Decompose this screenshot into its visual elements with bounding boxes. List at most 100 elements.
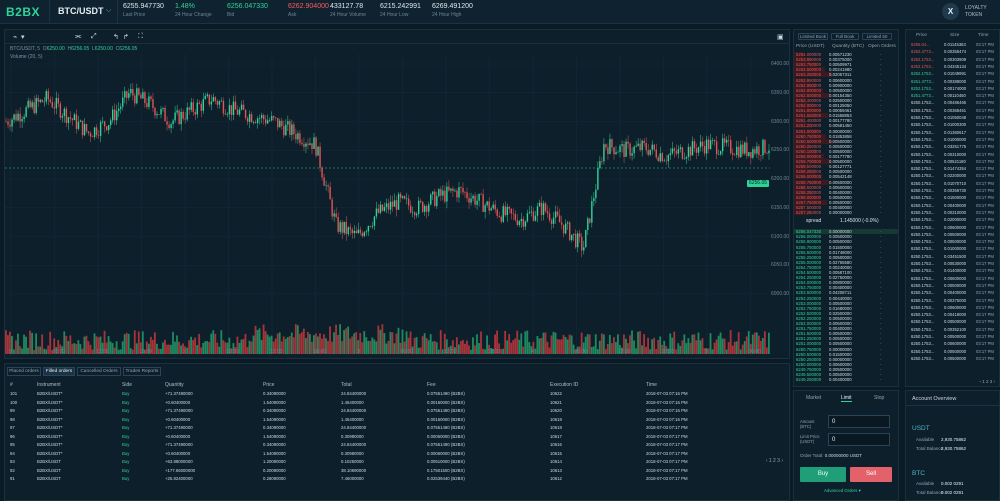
buy-order-row[interactable]: 6249.750000 0.00500000 - — [794, 367, 898, 372]
buy-order-row[interactable]: 6255.900000 0.00500000 - — [794, 239, 898, 244]
orders-pagination[interactable]: ‹ 1 2 3 › — [765, 458, 783, 464]
sell-order-row[interactable]: 6262.000000 0.00125050 - — [794, 103, 898, 108]
buy-order-row[interactable]: 6255.000000 0.02765580 - — [794, 260, 898, 265]
buy-order-row[interactable]: 6253.500000 0.04208711 - — [794, 290, 898, 295]
table-row[interactable]: 91 B2BX/USDT Buy +25.82400000 0.28090000 7.46… — [5, 475, 789, 483]
advanced-orders-link[interactable]: Advanced Orders ▾ — [824, 488, 861, 493]
tab-market[interactable]: Market — [806, 395, 822, 401]
tab-cancelled-orders[interactable]: Cancelled Orders — [77, 367, 121, 376]
table-row[interactable]: 98 B2BX/USDT* Buy +0.60400000 1.54090000 1.45… — [5, 416, 789, 424]
buy-order-row[interactable]: 6250.750000 0.00000000 - — [794, 347, 898, 352]
table-row[interactable]: 93 B2BX/USDT Buy +63.88000000 1.20090000 0.10… — [5, 458, 789, 466]
trades-pagination[interactable]: ‹ 1 2 3 › — [979, 379, 995, 384]
price-chart-panel[interactable]: ⌁ ▾ ⫘ ⤢ ↰ ↱ ⛶ ▣ BTC/USDT, 5 O6250.00 H6256.05 L… — [4, 29, 790, 359]
sell-order-row[interactable]: 6258.750000 0.00500000 - — [794, 179, 898, 185]
redo-icon[interactable]: ↱ — [123, 34, 129, 41]
buy-order-row[interactable]: 6254.750000 0.00240000 - — [794, 265, 898, 270]
sell-order-row[interactable]: 6257.500000 0.00400000 - — [794, 205, 898, 210]
sell-order-row[interactable]: 6262.500000 0.00154350 - — [794, 92, 898, 98]
amount-input[interactable]: 0 — [828, 415, 890, 428]
buy-order-row[interactable]: 6252.250000 0.00500000 - — [794, 316, 898, 321]
sell-order-row[interactable]: 6263.500000 0.00241980 - — [794, 67, 898, 73]
limit-price-input[interactable]: 0 — [828, 433, 890, 446]
sell-order-row[interactable]: 6262.990000 0.00600000 - — [794, 77, 898, 83]
buy-order-row[interactable]: 6252.000000 0.00500000 - — [794, 321, 898, 326]
buy-order-row[interactable]: 6250.500000 0.01500000 - — [794, 352, 898, 357]
sell-order-row[interactable]: 6260.100000 0.00500000 - — [794, 148, 898, 154]
buy-order-row[interactable]: 6251.500000 0.00500000 - — [794, 331, 898, 336]
sell-order-row[interactable]: 6260.250000 0.00500000 - — [794, 143, 898, 149]
buy-order-row[interactable]: 6254.500000 0.00587100 - — [794, 270, 898, 275]
sell-order-row[interactable]: 6257.750000 0.00500000 - — [794, 199, 898, 205]
buy-order-row[interactable]: 6251.250000 0.00500000 - — [794, 336, 898, 341]
loyalty-token-button[interactable]: X LOYALTY TOKEN — [942, 3, 1000, 21]
sell-order-row[interactable]: 6262.800000 0.00500000 - — [794, 87, 898, 93]
pair-selector[interactable]: BTC/USDT — [58, 6, 104, 16]
sell-order-row[interactable]: 6263.250000 0.02057311 - — [794, 72, 898, 78]
buy-order-row[interactable]: 6255.250000 0.00500000 - — [794, 255, 898, 260]
sell-order-row[interactable]: 6259.000000 0.00542148 - — [794, 174, 898, 180]
buy-order-row[interactable]: 6252.750000 0.01680000 - — [794, 306, 898, 311]
indicators-icon[interactable]: ⫘ — [75, 33, 82, 40]
buy-order-row[interactable]: 6256.000000 0.00500000 - — [794, 234, 898, 239]
buy-order-row[interactable]: 6255.750000 0.01500000 - — [794, 245, 898, 250]
sell-order-row[interactable]: 6257.250000 0.00000000 - — [794, 210, 898, 216]
buy-order-row[interactable]: 6251.000000 0.00500000 - — [794, 341, 898, 346]
fullscreen-icon[interactable]: ⛶ — [138, 33, 143, 40]
table-row[interactable]: 101 B2BX/USDT* Buy +71.37490000 0.34090000 24… — [5, 390, 789, 398]
buy-order-row[interactable]: 6255.500000 0.01748000 - — [794, 250, 898, 255]
sell-order-row[interactable]: 6260.500000 0.00500000 - — [794, 138, 898, 144]
buy-order-row[interactable]: 6250.250000 0.00000000 - — [794, 357, 898, 362]
table-row[interactable]: 95 B2BX/USDT* Buy +71.37490000 0.34090000 24.… — [5, 441, 789, 449]
sell-order-row[interactable]: 6259.900000 0.00177780 - — [794, 154, 898, 159]
sell-order-row[interactable]: 6262.400000 0.02500000 - — [794, 97, 898, 103]
sell-order-row[interactable]: 6258.500000 0.00500000 - — [794, 184, 898, 190]
sell-order-row[interactable]: 6261.400000 0.00177780 - — [794, 118, 898, 124]
camera-icon[interactable]: ▣ — [777, 34, 784, 41]
buy-order-row[interactable]: 6253.000000 0.00500000 - — [794, 301, 898, 306]
sell-order-row[interactable]: 6264.000000 0.00571230 - — [794, 52, 898, 57]
table-row[interactable]: 94 B2BX/USDT* Buy +0.60400000 1.54090000 0.30… — [5, 450, 789, 458]
sell-order-row[interactable]: 6259.700000 0.00500000 - — [794, 159, 898, 165]
tab-placed-orders[interactable]: Placed orders — [7, 367, 41, 376]
tab-limited-book[interactable]: Limited Book — [798, 33, 828, 40]
tab-limit[interactable]: Limit — [841, 395, 852, 402]
b2bx-logo[interactable]: B2BX — [6, 5, 41, 19]
table-row[interactable]: 96 B2BX/USDT* Buy +0.60400000 1.54090000 0.30… — [5, 433, 789, 441]
table-row[interactable]: 100 B2BX/USDT* Buy +0.60400000 1.54090000 1.4… — [5, 399, 789, 407]
tab-stop[interactable]: Stop — [874, 395, 885, 401]
sell-button[interactable]: Sell — [850, 467, 892, 482]
buy-button[interactable]: Buy — [800, 467, 846, 482]
buy-order-row[interactable]: 6249.500000 0.00500000 - — [794, 372, 898, 377]
tab-filled-orders[interactable]: Filled orders — [43, 367, 75, 376]
tab-trades-reports[interactable]: Trades Reports — [123, 367, 161, 376]
sell-order-row[interactable]: 6261.000000 0.00000000 - — [794, 128, 898, 134]
buy-order-row[interactable]: 6252.500000 0.02500000 - — [794, 311, 898, 316]
sell-order-row[interactable]: 6259.250000 0.00500000 - — [794, 169, 898, 175]
sell-order-row[interactable]: 6259.500000 0.00127771 - — [794, 164, 898, 170]
tab-full-book[interactable]: Full Book — [831, 33, 859, 40]
sell-order-row[interactable]: 6258.250000 0.00400000 - — [794, 189, 898, 195]
chevron-down-icon[interactable]: ⌵ — [106, 7, 112, 14]
sell-order-row[interactable]: 6261.900000 0.00059461 - — [794, 108, 898, 114]
buy-order-row[interactable]: 6250.000000 0.00600000 - — [794, 362, 898, 367]
buy-order-row[interactable]: 6254.250000 0.02750000 - — [794, 275, 898, 280]
undo-icon[interactable]: ↰ — [113, 34, 119, 41]
candlestick-chart[interactable] — [5, 44, 789, 360]
sell-order-row[interactable]: 6261.550000 0.01558853 - — [794, 113, 898, 119]
table-row[interactable]: 92 B2BX/USDT Buy +177.66000000 0.20090000 38.… — [5, 467, 789, 475]
sell-order-row[interactable]: 6258.000000 0.00500000 - — [794, 194, 898, 200]
buy-order-row[interactable]: 6253.250000 0.00440000 - — [794, 296, 898, 301]
sell-order-row[interactable]: 6261.200000 0.00581450 - — [794, 123, 898, 129]
sell-order-row[interactable]: 6263.990000 0.00375000 - — [794, 57, 898, 63]
chevron-down-icon[interactable]: ▾ — [21, 34, 25, 41]
tab-limited-50[interactable]: Limited 50 — [862, 33, 892, 40]
buy-order-row[interactable]: 6249.250000 0.00400000 - — [794, 377, 898, 382]
crosshair-icon[interactable]: ⌁ — [13, 34, 18, 41]
sell-order-row[interactable]: 6262.950000 0.00900000 - — [794, 82, 898, 88]
buy-order-row[interactable]: 6256.047330 0.00000000 - — [794, 229, 898, 235]
table-row[interactable]: 99 B2BX/USDT* Buy +71.37490000 0.34090000 24.… — [5, 407, 789, 415]
sell-order-row[interactable]: 6260.750000 0.01853858 - — [794, 133, 898, 139]
buy-order-row[interactable]: 6251.750000 0.00400000 - — [794, 326, 898, 331]
sell-order-row[interactable]: 6263.750000 0.00509971 - — [794, 62, 898, 68]
